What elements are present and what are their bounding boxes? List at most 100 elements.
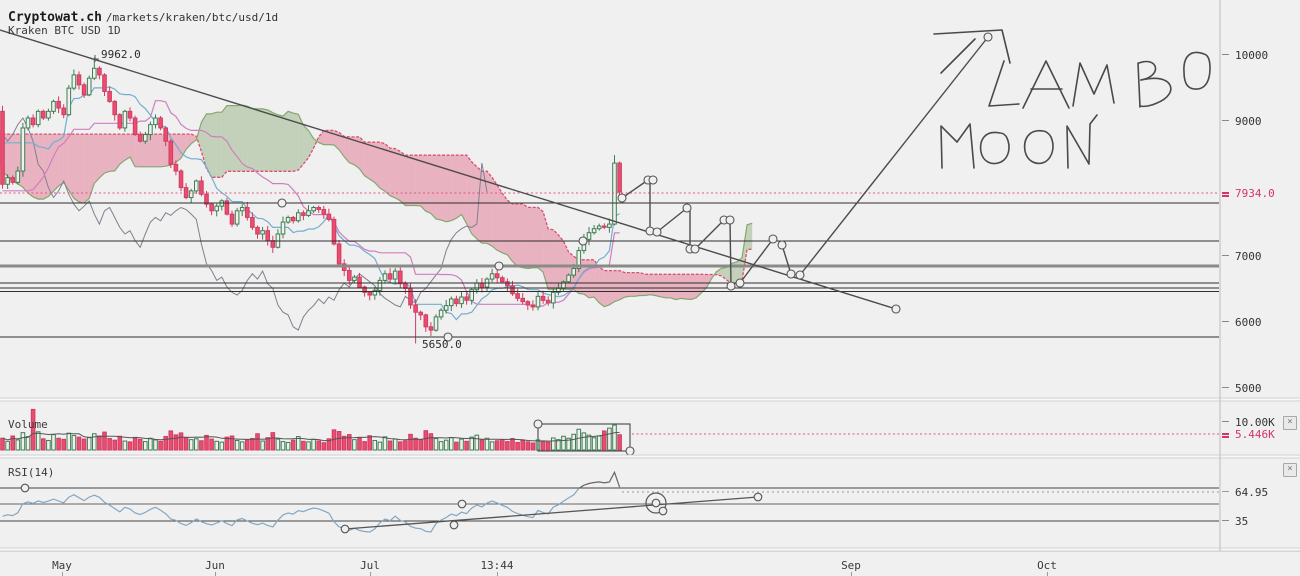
hand-drawing-lambo-moon[interactable] bbox=[933, 29, 1211, 169]
rsi-trendline[interactable] bbox=[344, 496, 759, 530]
volume-ma-line bbox=[2, 431, 620, 442]
hand-drawn-word-lambo bbox=[988, 60, 1020, 107]
hand-drawn-word-lambo bbox=[1137, 62, 1141, 108]
price-label-9962.0: 9962.0 bbox=[101, 48, 141, 61]
volume-close-button[interactable]: × bbox=[1283, 416, 1297, 430]
hand-drawn-word-moon bbox=[1023, 129, 1054, 165]
time-label-Sep: Sep bbox=[841, 559, 861, 572]
hand-drawn-word-lambo bbox=[1183, 51, 1211, 90]
annotation-handle bbox=[20, 483, 30, 493]
axis-tick-35: 35 bbox=[1220, 515, 1248, 528]
annotation-handle bbox=[726, 281, 736, 291]
time-label-13:44: 13:44 bbox=[480, 559, 514, 572]
annotation-handle bbox=[777, 240, 787, 250]
senkou-a-line bbox=[2, 104, 753, 308]
candles bbox=[0, 57, 622, 344]
volume-bars bbox=[0, 408, 622, 451]
time-label-May: May bbox=[52, 559, 72, 572]
chikou-line bbox=[2, 117, 488, 331]
annotation-handle bbox=[658, 506, 668, 516]
header: Cryptowat.ch/markets/kraken/btc/usd/1d bbox=[8, 6, 278, 25]
hand-drawn-arrow bbox=[940, 38, 976, 74]
annotation-handle bbox=[494, 261, 504, 271]
annotation-handle bbox=[651, 498, 661, 508]
hand-drawn-word-lambo bbox=[1139, 77, 1172, 108]
time-tick-mark bbox=[62, 572, 63, 576]
rsi-line-tail bbox=[578, 470, 621, 489]
time-tick-mark bbox=[497, 572, 498, 576]
volume-pane-label: Volume bbox=[8, 418, 48, 431]
horizontal-level-lines[interactable] bbox=[0, 202, 1219, 338]
annotation-handle bbox=[768, 234, 778, 244]
hand-drawn-word-moon bbox=[1066, 114, 1098, 169]
tick-dash bbox=[1222, 387, 1229, 388]
time-axis[interactable]: May Jun Jul 13:44 Sep Oct bbox=[0, 551, 1300, 576]
annotation-handle bbox=[652, 227, 662, 237]
axis-tick-7000: 7000 bbox=[1220, 250, 1262, 263]
tick-dash bbox=[1222, 432, 1229, 435]
drawn-annotations[interactable] bbox=[0, 29, 993, 342]
time-tick-mark bbox=[1047, 572, 1048, 576]
tick-dash bbox=[1222, 191, 1229, 194]
hand-drawn-word-lambo bbox=[1138, 60, 1157, 81]
hand-drawn-word-lambo bbox=[1072, 62, 1115, 107]
annotation-handle bbox=[891, 304, 901, 314]
annotation-handle bbox=[725, 215, 735, 225]
hand-drawn-arrow bbox=[933, 29, 1011, 64]
hand-drawn-word-moon bbox=[979, 131, 1010, 165]
ichimoku-cloud bbox=[0, 104, 753, 308]
breadcrumb[interactable]: /markets/kraken/btc/usd/1d bbox=[105, 11, 279, 24]
rsi-close-button[interactable]: × bbox=[1283, 463, 1297, 477]
time-tick-mark bbox=[370, 572, 371, 576]
annotation-handle bbox=[578, 236, 588, 246]
hand-drawn-word-lambo bbox=[1022, 60, 1070, 109]
axis-tick-5.446K: 5.446K bbox=[1220, 428, 1275, 441]
annotation-handle bbox=[533, 419, 543, 429]
zigzag-segment bbox=[694, 219, 725, 250]
price-axis[interactable]: 10000 9000 7934.0 7000 6000 5000 10.00K 5.446K 6… bbox=[1220, 0, 1300, 552]
annotation-handle bbox=[753, 492, 763, 502]
tick-dash bbox=[1222, 120, 1229, 121]
axis-tick-7934.0: 7934.0 bbox=[1220, 187, 1275, 200]
tick-dash bbox=[1222, 520, 1229, 521]
site-title[interactable]: Cryptowat.ch bbox=[8, 10, 102, 25]
annotation-handle bbox=[786, 269, 796, 279]
annotation-handle bbox=[340, 524, 350, 534]
time-tick-mark bbox=[851, 572, 852, 576]
axis-tick-9000: 9000 bbox=[1220, 115, 1262, 128]
time-label-Jul: Jul bbox=[360, 559, 380, 572]
axis-tick-6000: 6000 bbox=[1220, 316, 1262, 329]
price-label-5650.0: 5650.0 bbox=[422, 338, 462, 351]
axis-tick-64.95: 64.95 bbox=[1220, 486, 1268, 499]
hand-drawn-word-moon bbox=[940, 123, 975, 169]
rsi-pane[interactable] bbox=[0, 470, 1219, 534]
zigzag-segment bbox=[729, 219, 732, 287]
tick-dash bbox=[1222, 421, 1229, 422]
annotation-handle bbox=[443, 332, 453, 342]
annotation-handle bbox=[983, 32, 993, 42]
rsi-line bbox=[2, 488, 580, 533]
annotation-handle bbox=[682, 203, 692, 213]
tick-dash bbox=[1222, 321, 1229, 322]
time-label-Oct: Oct bbox=[1037, 559, 1057, 572]
volume-drawn-rectangle[interactable] bbox=[537, 423, 631, 452]
market-subtitle: Kraken BTC USD 1D bbox=[8, 24, 121, 37]
zigzag-segment bbox=[621, 179, 649, 199]
high-price-marker bbox=[91, 55, 99, 62]
senkou-b-line bbox=[2, 129, 753, 285]
volume-pane[interactable] bbox=[0, 408, 1219, 455]
rsi-pane-label: RSI(14) bbox=[8, 466, 55, 479]
annotation-handle bbox=[277, 198, 287, 208]
zigzag-segment bbox=[781, 244, 792, 275]
time-label-Jun: Jun bbox=[205, 559, 225, 572]
time-tick-mark bbox=[215, 572, 216, 576]
annotation-handle bbox=[648, 175, 658, 185]
annotation-handle bbox=[735, 278, 745, 288]
price-pane[interactable] bbox=[0, 29, 1219, 344]
rsi-drawn-circle[interactable] bbox=[645, 492, 667, 514]
tick-dash bbox=[1222, 491, 1229, 492]
tick-dash bbox=[1222, 54, 1229, 55]
axis-tick-5000: 5000 bbox=[1220, 382, 1262, 395]
